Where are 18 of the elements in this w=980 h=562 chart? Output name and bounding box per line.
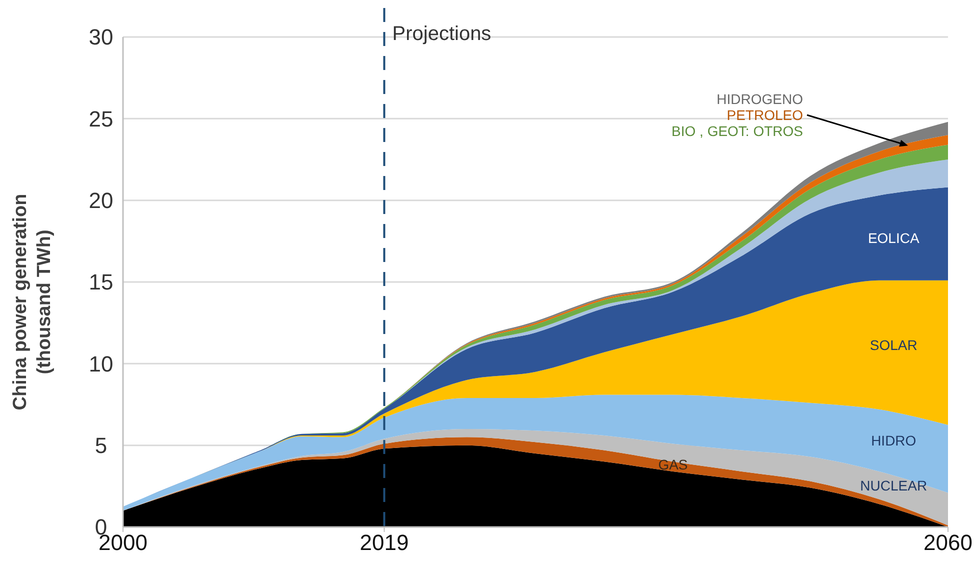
y-axis-title: China power generation (thousand TWh) xyxy=(10,194,55,410)
series-label: EOLICA xyxy=(868,230,920,246)
text: HIDROGENO xyxy=(716,91,804,107)
y-tick-label: 25 xyxy=(88,106,114,132)
series-label: GAS xyxy=(658,456,688,472)
series-label: NUCLEAR xyxy=(860,477,928,494)
series-label: SOLAR xyxy=(870,336,918,353)
y-tick-label: 5 xyxy=(94,433,108,458)
y-tick-label: 10 xyxy=(88,351,114,376)
y-tick-label: 20 xyxy=(88,188,114,214)
y-tick-label: 30 xyxy=(88,24,114,50)
series-label: HIDRO xyxy=(871,432,916,448)
text: BIO , GEOT: OTROS xyxy=(672,123,803,139)
ref-line-label: Projections xyxy=(392,23,492,45)
x-tick-label: 2060 xyxy=(924,530,972,555)
x-tick-label: 2019 xyxy=(360,530,409,555)
y-tick-label: 15 xyxy=(88,270,114,295)
text: PETROLEO xyxy=(726,107,804,123)
